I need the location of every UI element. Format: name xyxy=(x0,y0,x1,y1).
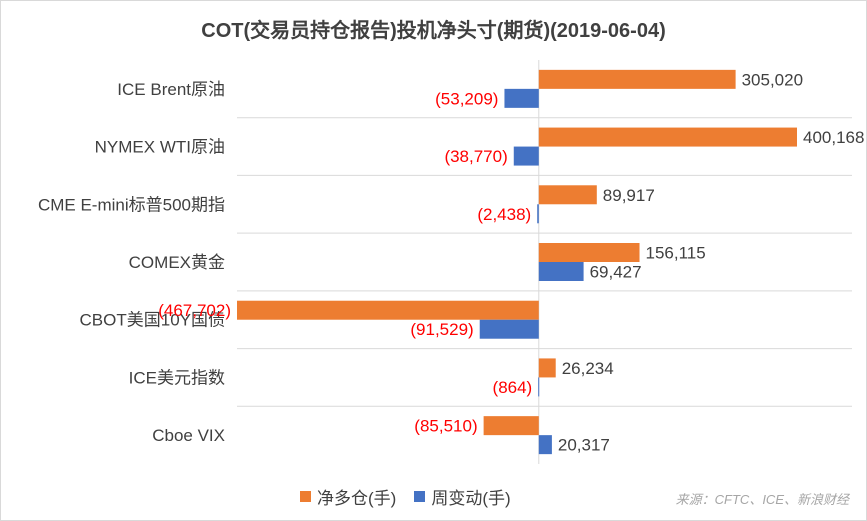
bar-weekly-change xyxy=(538,262,584,281)
data-label-net-long: (85,510) xyxy=(414,417,477,436)
data-label-net-long: 26,234 xyxy=(562,359,614,378)
bar-net-long xyxy=(538,358,556,378)
source-note: 来源：CFTC、ICE、新浪财经 xyxy=(675,492,849,507)
category-label: COMEX黄金 xyxy=(129,253,225,272)
category-label: ICE美元指数 xyxy=(129,368,225,387)
bar-weekly-change xyxy=(538,377,540,397)
category-label: NYMEX WTI原油 xyxy=(95,138,225,157)
legend: 净多仓(手) 周变动(手) xyxy=(300,484,529,509)
legend-item-weekly-change: 周变动(手) xyxy=(414,484,511,509)
category-label: Cboe VIX xyxy=(152,426,225,445)
bar-weekly-change xyxy=(538,435,552,455)
data-label-net-long: 400,168 xyxy=(803,128,864,147)
bar-weekly-change xyxy=(479,319,539,339)
data-label-weekly-change: (38,770) xyxy=(444,147,507,166)
data-label-weekly-change: (53,209) xyxy=(435,89,498,108)
data-label-net-long: 305,020 xyxy=(742,70,803,89)
bar-net-long xyxy=(538,127,797,147)
data-label-weekly-change: 69,427 xyxy=(590,263,642,282)
legend-label-weekly-change: 周变动(手) xyxy=(431,489,511,508)
data-label-weekly-change: (2,438) xyxy=(477,205,531,224)
bar-net-long xyxy=(538,69,736,89)
data-label-weekly-change: (91,529) xyxy=(410,320,473,339)
bar-net-long xyxy=(538,243,640,262)
legend-swatch-weekly-change xyxy=(414,491,426,502)
bar-net-long xyxy=(483,416,539,436)
bar-net-long xyxy=(538,185,597,205)
category-label: CBOT美国10Y国债 xyxy=(80,311,225,330)
bar-weekly-change xyxy=(504,88,539,108)
data-label-net-long: (467,702) xyxy=(158,301,231,320)
category-label: ICE Brent原油 xyxy=(117,80,225,99)
chart-title: COT(交易员持仓报告)投机净头寸(期货)(2019-06-04) xyxy=(201,20,666,42)
data-label-net-long: 156,115 xyxy=(646,244,706,263)
data-label-net-long: 89,917 xyxy=(603,186,655,205)
data-label-weekly-change: 20,317 xyxy=(558,436,610,455)
bar-net-long xyxy=(237,300,539,320)
category-label: CME E-mini标普500期指 xyxy=(38,195,225,214)
bar-weekly-change xyxy=(537,204,539,224)
legend-label-net-long: 净多仓(手) xyxy=(317,489,397,508)
legend-item-net-long: 净多仓(手) xyxy=(300,484,396,509)
bar-weekly-change xyxy=(513,146,539,166)
legend-swatch-net-long xyxy=(300,491,311,502)
data-label-weekly-change: (864) xyxy=(493,378,533,397)
